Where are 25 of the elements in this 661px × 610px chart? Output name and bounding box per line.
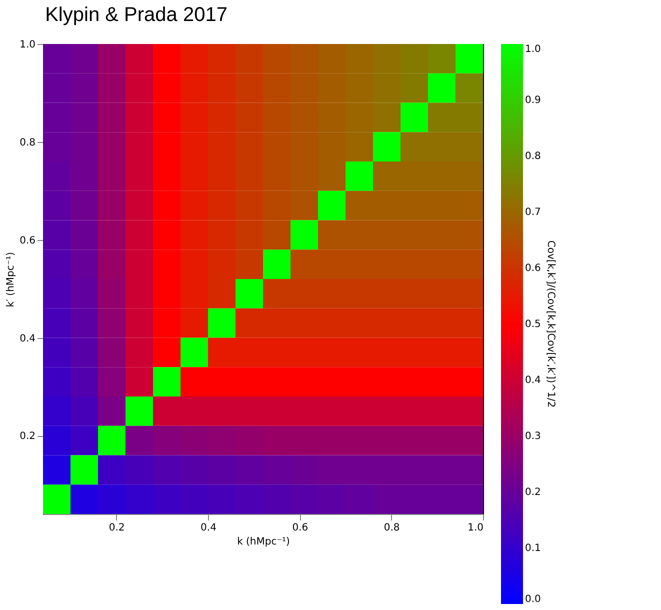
- color-bar-label: 0.5: [525, 319, 541, 330]
- color-bar-label: 1.0: [525, 44, 541, 55]
- color-bar-label: 0.4: [525, 375, 541, 386]
- x-tick-label: 0.8: [384, 522, 400, 534]
- color-bar-label: 0.9: [525, 95, 541, 106]
- color-bar-label: 0.7: [525, 207, 541, 218]
- y-axis-title: k′ (hMpc⁻¹): [6, 252, 17, 308]
- x-tick-label: 0.4: [200, 522, 216, 534]
- x-tick-label: 0.6: [292, 522, 308, 534]
- color-bar-label: 0.1: [525, 543, 541, 554]
- x-tick-label: 1.0: [468, 522, 484, 534]
- x-tick-label: 0.2: [108, 522, 125, 534]
- color-bar-label: 0.8: [525, 151, 541, 162]
- y-tick-label: 0.6: [20, 235, 36, 246]
- color-bar-label: 0.3: [525, 431, 541, 442]
- y-tick-label: 0.4: [20, 333, 36, 344]
- chart-title: Klypin & Prada 2017: [45, 4, 228, 26]
- color-bar-label: 0.0: [525, 594, 541, 605]
- color-bar-label: 0.6: [525, 263, 541, 274]
- y-tick-label: 0.8: [20, 137, 36, 148]
- y-tick-label: 1.0: [20, 40, 36, 50]
- x-axis-title: k (hMpc⁻¹): [237, 536, 290, 548]
- color-bar-label: 0.2: [525, 487, 541, 498]
- y-tick-label: 0.2: [20, 431, 36, 442]
- color-bar-title: Cov[k,k′]/(Cov[k,k]Cov[k′,k′])^1/2: [545, 240, 556, 408]
